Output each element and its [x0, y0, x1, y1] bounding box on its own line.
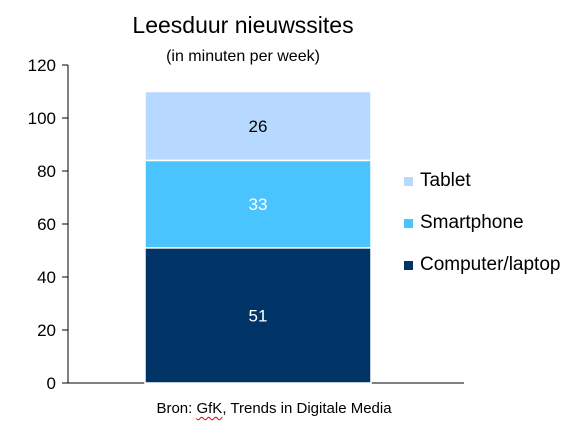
source-note: Bron: GfK, Trends in Digitale Media [0, 400, 548, 417]
y-tick-label: 80 [37, 162, 56, 181]
y-tick-label: 100 [28, 109, 56, 128]
y-tick-label: 20 [37, 321, 56, 340]
source-rest: , Trends in Digitale Media [222, 400, 392, 417]
y-tick-label: 40 [37, 268, 56, 287]
legend-swatch [404, 176, 413, 186]
bar-segment [144, 247, 372, 384]
source-gfk: GfK [196, 400, 223, 417]
chart-title: Leesduur nieuwssites [132, 12, 354, 38]
legend-swatch [404, 260, 413, 270]
y-tick-label: 60 [37, 215, 56, 234]
legend-item: Smartphone [404, 212, 524, 234]
legend-label: Tablet [420, 170, 471, 191]
y-tick-label: 0 [47, 374, 56, 393]
legend-item: Tablet [404, 170, 471, 192]
source-prefix: Bron: [156, 400, 197, 417]
legend-swatch [404, 218, 413, 228]
legend-item: Computer/laptop [404, 254, 560, 276]
data-label: 51 [249, 306, 268, 325]
legend-label: Computer/laptop [420, 254, 561, 275]
bar-segment [144, 159, 372, 249]
legend-label: Smartphone [420, 212, 524, 233]
bar-segment [144, 90, 372, 162]
chart-subtitle: (in minuten per week) [166, 48, 320, 65]
y-tick-label: 120 [28, 56, 56, 75]
data-label: 33 [249, 195, 268, 214]
data-label: 26 [249, 117, 268, 136]
